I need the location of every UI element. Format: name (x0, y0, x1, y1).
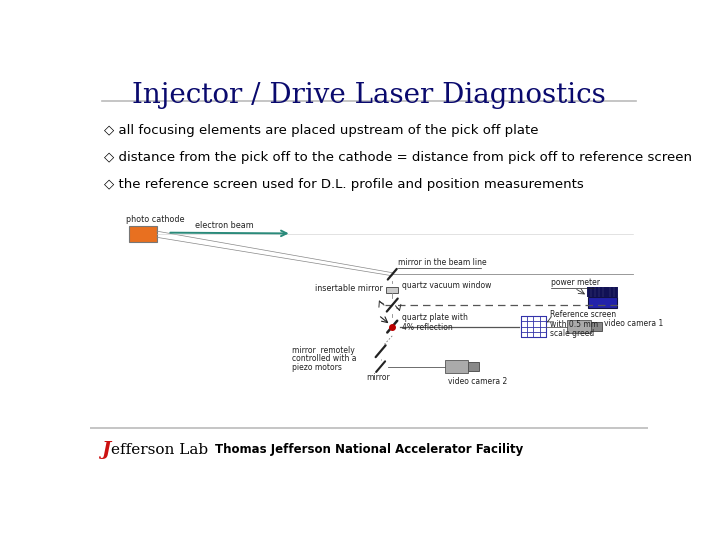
Text: Reference screen: Reference screen (550, 310, 616, 319)
Text: video camera 1: video camera 1 (604, 319, 663, 328)
Bar (521, 316, 546, 338)
Text: electron beam: electron beam (194, 221, 253, 230)
Text: photo cathode: photo cathode (126, 215, 184, 224)
Bar (590, 322, 601, 331)
Text: video camera 2: video camera 2 (448, 376, 508, 386)
Text: mirror: mirror (366, 374, 390, 382)
Text: Thomas Jefferson National Accelerator Facility: Thomas Jefferson National Accelerator Fa… (215, 443, 523, 456)
Text: ◇ all focusing elements are placed upstream of the pick off plate: ◇ all focusing elements are placed upstr… (104, 124, 539, 137)
Text: quartz plate with: quartz plate with (402, 313, 467, 322)
Text: with 0.5 mm: with 0.5 mm (550, 320, 598, 329)
Text: controlled with a: controlled with a (292, 354, 356, 363)
Text: mirror  remotely: mirror remotely (292, 346, 354, 355)
Text: ◇ distance from the pick off to the cathode = distance from pick off to referenc: ◇ distance from the pick off to the cath… (104, 151, 692, 164)
Text: scale greed: scale greed (550, 329, 595, 338)
Text: efferson Lab: efferson Lab (111, 443, 208, 457)
Text: J: J (101, 441, 110, 459)
Bar (445, 361, 468, 373)
Text: Injector / Drive Laser Diagnostics: Injector / Drive Laser Diagnostics (132, 82, 606, 109)
Bar (386, 287, 398, 293)
Bar (129, 226, 157, 242)
Text: 4% reflection: 4% reflection (402, 323, 452, 332)
Text: quartz vacuum window: quartz vacuum window (402, 281, 491, 290)
Text: insertable mirror: insertable mirror (315, 284, 382, 293)
Text: power meter: power meter (551, 278, 600, 287)
Text: mirror in the beam line: mirror in the beam line (398, 258, 487, 267)
Bar (567, 320, 590, 333)
Text: piezo motors: piezo motors (292, 363, 341, 372)
Bar (588, 298, 617, 308)
Bar (468, 362, 479, 372)
Text: ◇ the reference screen used for D.L. profile and position measurements: ◇ the reference screen used for D.L. pro… (104, 178, 584, 191)
